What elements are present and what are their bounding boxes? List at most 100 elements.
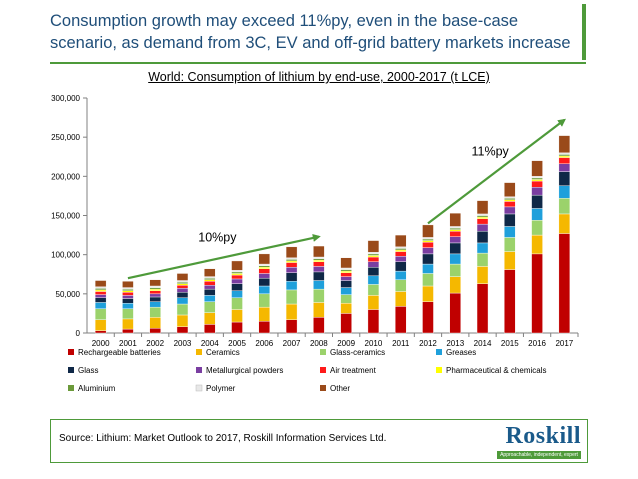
bar-segment	[340, 287, 352, 295]
bar-segment	[204, 268, 216, 277]
bar-segment	[394, 270, 407, 280]
bar-segment	[531, 208, 543, 221]
legend-label: Greases	[446, 348, 476, 357]
bar-segment	[176, 280, 189, 283]
roskill-logo: Roskill Approachable, independent, exper…	[495, 423, 583, 459]
bar-segment	[449, 292, 461, 334]
bar-segment	[449, 236, 461, 244]
bar-segment	[367, 240, 380, 253]
bar-segment	[394, 234, 407, 248]
bar-segment	[313, 245, 325, 258]
y-tick-label: 100,000	[51, 251, 80, 260]
growth-arrow	[427, 118, 566, 225]
bar-segment	[258, 267, 271, 269]
bar-segment	[313, 302, 325, 318]
bar-segment	[204, 277, 216, 280]
bar-segment	[122, 328, 134, 334]
bar-segment	[149, 293, 161, 298]
bar-segment	[313, 280, 325, 290]
bar-segment	[558, 157, 571, 165]
bar-segment	[258, 285, 271, 295]
x-tick-label: 2006	[255, 339, 273, 348]
bar-segment	[313, 256, 325, 259]
bar-segment	[504, 199, 516, 202]
bar-segment	[176, 326, 189, 334]
bar-segment	[313, 266, 325, 273]
legend-label: Glass-ceramics	[330, 348, 385, 357]
legend-label: Aluminium	[78, 384, 116, 393]
bar-segment	[476, 200, 489, 215]
bar-segment	[531, 177, 543, 180]
bar-segment	[231, 270, 243, 273]
bar-segment	[94, 280, 107, 287]
bar-segment	[204, 285, 216, 290]
bar-segment	[504, 269, 516, 334]
bar-segment	[531, 253, 543, 334]
bar-segment	[258, 263, 271, 266]
bar-segment	[476, 242, 489, 254]
bar-segment	[504, 198, 516, 201]
bar-segment	[394, 249, 407, 252]
legend-swatch	[195, 384, 203, 392]
bar-segment	[122, 303, 134, 309]
bar-segment	[94, 294, 107, 298]
bar-segment	[285, 259, 298, 262]
bar-segment	[422, 237, 434, 240]
legend-label: Rechargeable batteries	[78, 348, 161, 357]
legend-swatch	[436, 349, 442, 355]
legend-swatch	[436, 367, 442, 373]
source-box: Source: Lithium: Market Outlook to 2017,…	[50, 419, 588, 463]
bar-segment	[176, 285, 189, 289]
legend-label: Polymer	[206, 384, 236, 393]
x-tick-label: 2016	[528, 339, 546, 348]
bar-segment	[531, 179, 543, 182]
bar-segment	[176, 314, 189, 327]
bar-segment	[422, 273, 434, 287]
slide-title: Consumption growth may exceed 11%py, eve…	[50, 10, 576, 54]
bar-segment	[258, 306, 271, 322]
legend-label: Ceramics	[206, 348, 240, 357]
bar-segment	[476, 213, 489, 216]
bar-segment	[531, 219, 543, 236]
bar-segment	[449, 253, 461, 265]
bar-segment	[340, 267, 352, 270]
y-tick-label: 150,000	[51, 212, 80, 221]
bar-segment	[367, 295, 380, 310]
bar-segment	[394, 246, 407, 249]
x-tick-label: 2000	[92, 339, 110, 348]
bar-segment	[94, 291, 107, 295]
bar-segment	[285, 246, 298, 258]
bar-segment	[94, 302, 107, 309]
bar-segment	[449, 226, 461, 229]
bar-segment	[367, 284, 380, 296]
bar-segment	[258, 277, 271, 287]
bar-segment	[94, 288, 107, 291]
legend-label: Glass	[78, 366, 98, 375]
bar-segment	[94, 289, 107, 292]
bar-segment	[204, 276, 216, 279]
bar-segment	[422, 301, 434, 334]
x-tick-label: 2011	[392, 339, 410, 348]
bar-segment	[204, 281, 216, 286]
bar-segment	[340, 269, 352, 272]
bar-segment	[122, 298, 134, 304]
bar-segment	[558, 185, 571, 199]
bar-segment	[558, 163, 571, 172]
growth-arrow	[127, 234, 321, 280]
growth-annotation: 11%py	[472, 145, 510, 159]
bar-segment	[149, 306, 161, 318]
bar-segment	[258, 293, 271, 308]
bar-segment	[504, 201, 516, 208]
bar-segment	[313, 261, 325, 267]
bar-segment	[122, 308, 134, 320]
bar-segment	[558, 213, 571, 234]
bar-segment	[94, 286, 107, 289]
bar-segment	[367, 267, 380, 277]
bar-segment	[149, 285, 161, 288]
bar-segment	[149, 290, 161, 295]
chart-title: World: Consumption of lithium by end-use…	[148, 70, 490, 84]
y-tick-label: 300,000	[51, 94, 80, 103]
bar-segment	[531, 187, 543, 196]
bar-segment	[367, 253, 380, 256]
bar-segment	[422, 247, 434, 255]
